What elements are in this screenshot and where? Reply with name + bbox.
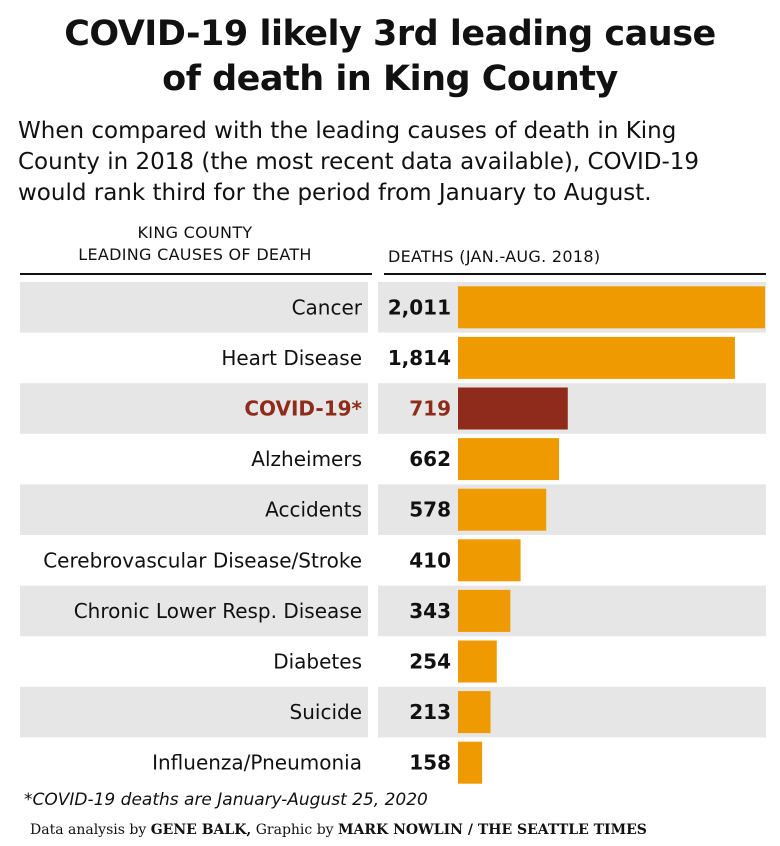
row-stripe-label xyxy=(20,383,368,434)
bar xyxy=(458,438,560,481)
credit-line: Data analysis by GENE BALK, Graphic by M… xyxy=(30,822,647,838)
value-label: 2,011 xyxy=(388,295,451,319)
category-label: Alzheimers xyxy=(251,447,362,471)
credit-prefix-1: Data analysis by xyxy=(30,822,151,838)
row-stripe-label xyxy=(20,585,368,637)
row-stripe-label xyxy=(20,484,368,535)
category-label: Cancer xyxy=(292,295,363,319)
value-label: 410 xyxy=(409,548,451,572)
row-stripe-bar xyxy=(378,585,766,637)
bar xyxy=(458,488,547,531)
bar xyxy=(458,741,483,784)
row-stripe-bar xyxy=(378,484,766,535)
row-stripe-label xyxy=(20,686,368,738)
value-label: 213 xyxy=(409,700,451,724)
value-label: 254 xyxy=(409,650,451,674)
credit-analyst: GENE BALK, xyxy=(150,822,252,838)
category-label: Suicide xyxy=(290,700,362,724)
footnote: *COVID-19 deaths are January-August 25, … xyxy=(24,790,428,810)
category-label: Heart Disease xyxy=(221,346,362,370)
subtitle-line-3: would rank third for the period from Jan… xyxy=(18,180,652,206)
row-stripe-bar xyxy=(378,383,766,434)
chart-subtitle: When compared with the leading causes of… xyxy=(18,116,768,209)
category-label: Chronic Lower Resp. Disease xyxy=(74,599,362,623)
bar xyxy=(458,286,765,329)
credit-prefix-2: Graphic by xyxy=(251,822,339,838)
category-label: Influenza/Pneumonia xyxy=(152,751,362,775)
bar xyxy=(458,336,735,379)
value-label: 1,814 xyxy=(388,346,451,370)
credit-graphic: MARK NOWLIN / THE SEATTLE TIMES xyxy=(338,822,647,838)
bar xyxy=(458,640,497,683)
column-header-causes: KING COUNTY LEADING CAUSES OF DEATH xyxy=(20,222,370,266)
column-header-causes-line-2: LEADING CAUSES OF DEATH xyxy=(78,245,312,264)
row-stripe-bar xyxy=(378,686,766,738)
bar xyxy=(458,691,491,734)
value-label: 719 xyxy=(409,397,451,421)
bar xyxy=(458,539,521,582)
value-label: 662 xyxy=(409,447,451,471)
bar xyxy=(458,589,511,632)
column-header-causes-line-1: KING COUNTY xyxy=(137,223,253,242)
header-rule-right xyxy=(384,273,766,275)
title-line-1: COVID-19 likely 3rd leading cause xyxy=(64,14,716,54)
column-header-deaths: DEATHS (JAN.-AUG. 2018) xyxy=(388,247,601,266)
category-label: Cerebrovascular Disease/Stroke xyxy=(43,548,362,572)
value-label: 578 xyxy=(409,498,451,522)
category-label: Accidents xyxy=(265,498,362,522)
row-stripe-label xyxy=(20,282,368,333)
subtitle-line-2: County in 2018 (the most recent data ava… xyxy=(18,149,700,175)
subtitle-line-1: When compared with the leading causes of… xyxy=(18,118,677,144)
bar xyxy=(458,387,568,430)
chart-title: COVID-19 likely 3rd leading cause of dea… xyxy=(0,12,780,102)
header-rule-left xyxy=(20,273,372,275)
category-label: COVID-19* xyxy=(244,397,362,421)
title-line-2: of death in King County xyxy=(162,59,618,99)
value-label: 343 xyxy=(409,599,451,623)
category-label: Diabetes xyxy=(273,650,362,674)
value-label: 158 xyxy=(409,751,451,775)
